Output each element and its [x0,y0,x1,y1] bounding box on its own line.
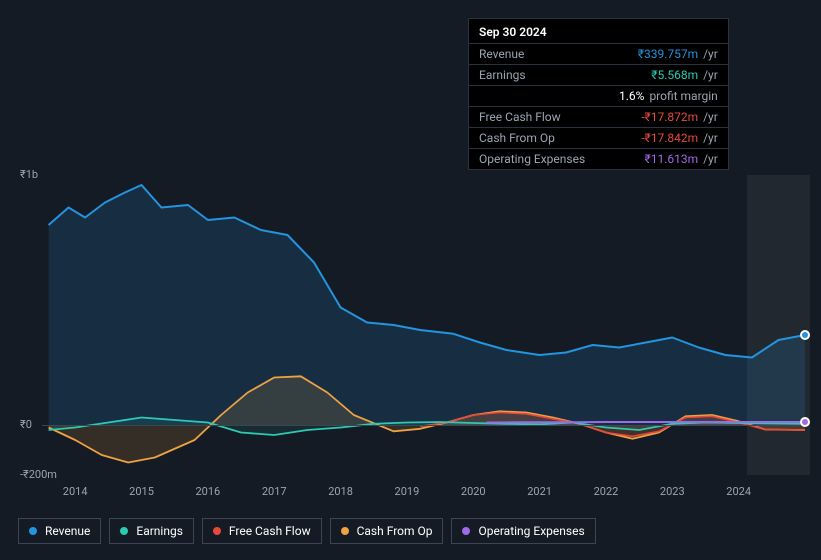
legend-swatch-icon [29,527,37,535]
legend-item-cfo[interactable]: Cash From Op [330,518,444,544]
legend-label: Earnings [136,524,183,538]
x-axis-label: 2022 [594,485,619,498]
x-axis-label: 2021 [527,485,552,498]
legend-item-earnings[interactable]: Earnings [109,518,194,544]
x-axis-label: 2018 [328,485,353,498]
legend-label: Free Cash Flow [229,524,311,538]
x-axis-label: 2014 [63,485,88,498]
series-area-revenue [49,185,805,425]
legend: Revenue Earnings Free Cash Flow Cash From O… [18,518,596,544]
series-marker-opex [800,417,810,427]
series-marker-revenue [800,330,810,340]
legend-swatch-icon [120,527,128,535]
financials-chart[interactable] [0,0,805,475]
legend-item-opex[interactable]: Operating Expenses [451,518,595,544]
legend-label: Operating Expenses [478,524,584,538]
zero-baseline [42,425,805,426]
x-axis-label: 2023 [660,485,685,498]
legend-item-fcf[interactable]: Free Cash Flow [202,518,322,544]
x-axis-label: 2016 [195,485,220,498]
x-axis-label: 2015 [129,485,154,498]
x-axis-label: 2024 [726,485,751,498]
legend-swatch-icon [462,527,470,535]
x-axis-label: 2017 [262,485,287,498]
x-axis-label: 2020 [461,485,486,498]
legend-item-revenue[interactable]: Revenue [18,518,101,544]
legend-swatch-icon [341,527,349,535]
x-axis-label: 2019 [395,485,420,498]
legend-label: Revenue [45,524,90,538]
legend-swatch-icon [213,527,221,535]
series-line-opex [487,422,806,423]
legend-label: Cash From Op [357,524,433,538]
